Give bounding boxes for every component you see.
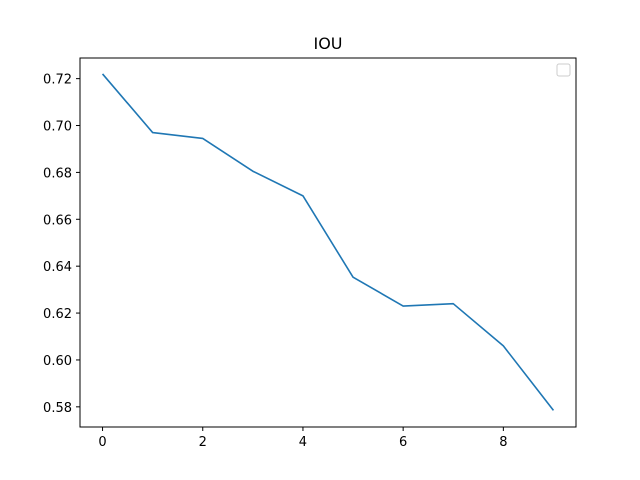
legend-box (556, 63, 571, 77)
y-tick-label: 0.70 (43, 120, 72, 135)
x-tick-label: 0 (98, 435, 106, 450)
x-tick-label: 4 (299, 435, 307, 450)
x-tick-label: 8 (499, 435, 507, 450)
plot-area-frame (79, 57, 577, 428)
y-tick-label: 0.60 (43, 354, 72, 369)
y-axis: 0.58 0.60 0.62 0.64 0.66 0.68 0.70 0.72 (43, 73, 80, 416)
y-tick-label: 0.72 (43, 73, 72, 88)
y-tick-label: 0.68 (43, 166, 72, 181)
y-tick-label: 0.62 (43, 307, 72, 322)
x-tick-label: 6 (399, 435, 407, 450)
y-tick-label: 0.66 (43, 213, 72, 228)
x-axis: 0 2 4 6 8 (98, 427, 507, 450)
x-tick-label: 2 (199, 435, 207, 450)
series-line-0 (101, 73, 555, 411)
y-tick-label: 0.64 (43, 260, 72, 275)
plot-series (101, 73, 555, 411)
chart-title: IOU (313, 34, 342, 53)
y-tick-label: 0.58 (43, 401, 72, 416)
